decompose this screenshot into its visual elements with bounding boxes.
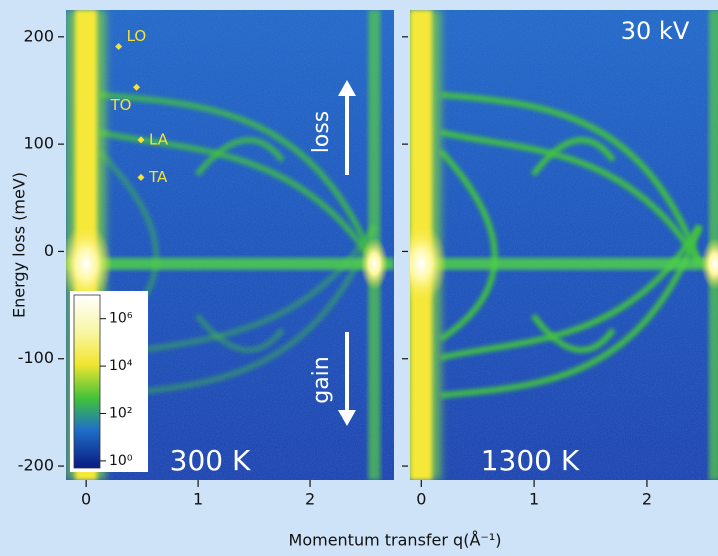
colorbar bbox=[73, 294, 101, 469]
dispersion-branch bbox=[438, 148, 498, 342]
dispersion-branch bbox=[530, 137, 616, 177]
loss-label: loss bbox=[309, 111, 334, 154]
x-tick-label: 0 bbox=[416, 490, 426, 509]
y-tick-label: -200 bbox=[18, 456, 54, 475]
zero-loss-peak bbox=[410, 223, 448, 304]
spectrum-noise bbox=[410, 10, 718, 480]
x-axis-label: Momentum transfer q(Å⁻¹) bbox=[289, 531, 502, 550]
phonon-point bbox=[137, 173, 145, 181]
y-tick-label: 100 bbox=[23, 134, 54, 153]
voltage-label: 30 kV bbox=[621, 17, 690, 45]
colorbar-tick-label: 10² bbox=[109, 405, 132, 421]
gain-arrow-head bbox=[338, 410, 356, 426]
bragg-peak bbox=[360, 237, 389, 290]
phonon-label: LA bbox=[149, 130, 169, 148]
x-tick-label: 0 bbox=[81, 490, 91, 509]
dispersion-branch bbox=[440, 129, 703, 266]
zero-loss-peak bbox=[66, 223, 113, 304]
dispersion-branch bbox=[194, 137, 285, 177]
dispersion-branch bbox=[194, 313, 285, 353]
gain-label: gain bbox=[309, 356, 334, 404]
dispersion-branch bbox=[440, 91, 703, 265]
x-tick-label: 1 bbox=[193, 490, 203, 509]
x-tick-label: 2 bbox=[305, 490, 315, 509]
phonon-point bbox=[115, 42, 123, 50]
dispersion-branch bbox=[98, 129, 377, 266]
elastic-line bbox=[66, 257, 394, 270]
x-tick-label: 1 bbox=[529, 490, 539, 509]
bragg-peak bbox=[700, 237, 718, 290]
dispersion-branch bbox=[98, 91, 378, 265]
colorbar-tick-label: 10⁴ bbox=[109, 358, 133, 374]
dispersion-branch bbox=[440, 225, 703, 399]
x-tick-label: 2 bbox=[642, 490, 652, 509]
elastic-line bbox=[410, 257, 718, 270]
temperature-label: 300 K bbox=[170, 444, 251, 477]
phonon-point bbox=[133, 83, 141, 91]
temperature-label: 1300 K bbox=[481, 444, 580, 477]
phonon-label: TO bbox=[110, 96, 132, 114]
phonon-point bbox=[137, 136, 145, 144]
phonon-label: LO bbox=[127, 27, 147, 45]
phonon-label: TA bbox=[148, 168, 168, 186]
y-axis-label: Energy loss (meV) bbox=[10, 172, 29, 318]
colorbar-tick-label: 10⁶ bbox=[109, 311, 133, 327]
dispersion-branch bbox=[530, 313, 616, 353]
loss-arrow-head bbox=[338, 80, 356, 96]
panel bbox=[410, 10, 718, 480]
y-tick-label: -100 bbox=[18, 348, 54, 367]
y-tick-label: 0 bbox=[44, 241, 54, 260]
y-tick-label: 200 bbox=[23, 26, 54, 45]
colorbar-tick-label: 10⁰ bbox=[109, 453, 133, 469]
